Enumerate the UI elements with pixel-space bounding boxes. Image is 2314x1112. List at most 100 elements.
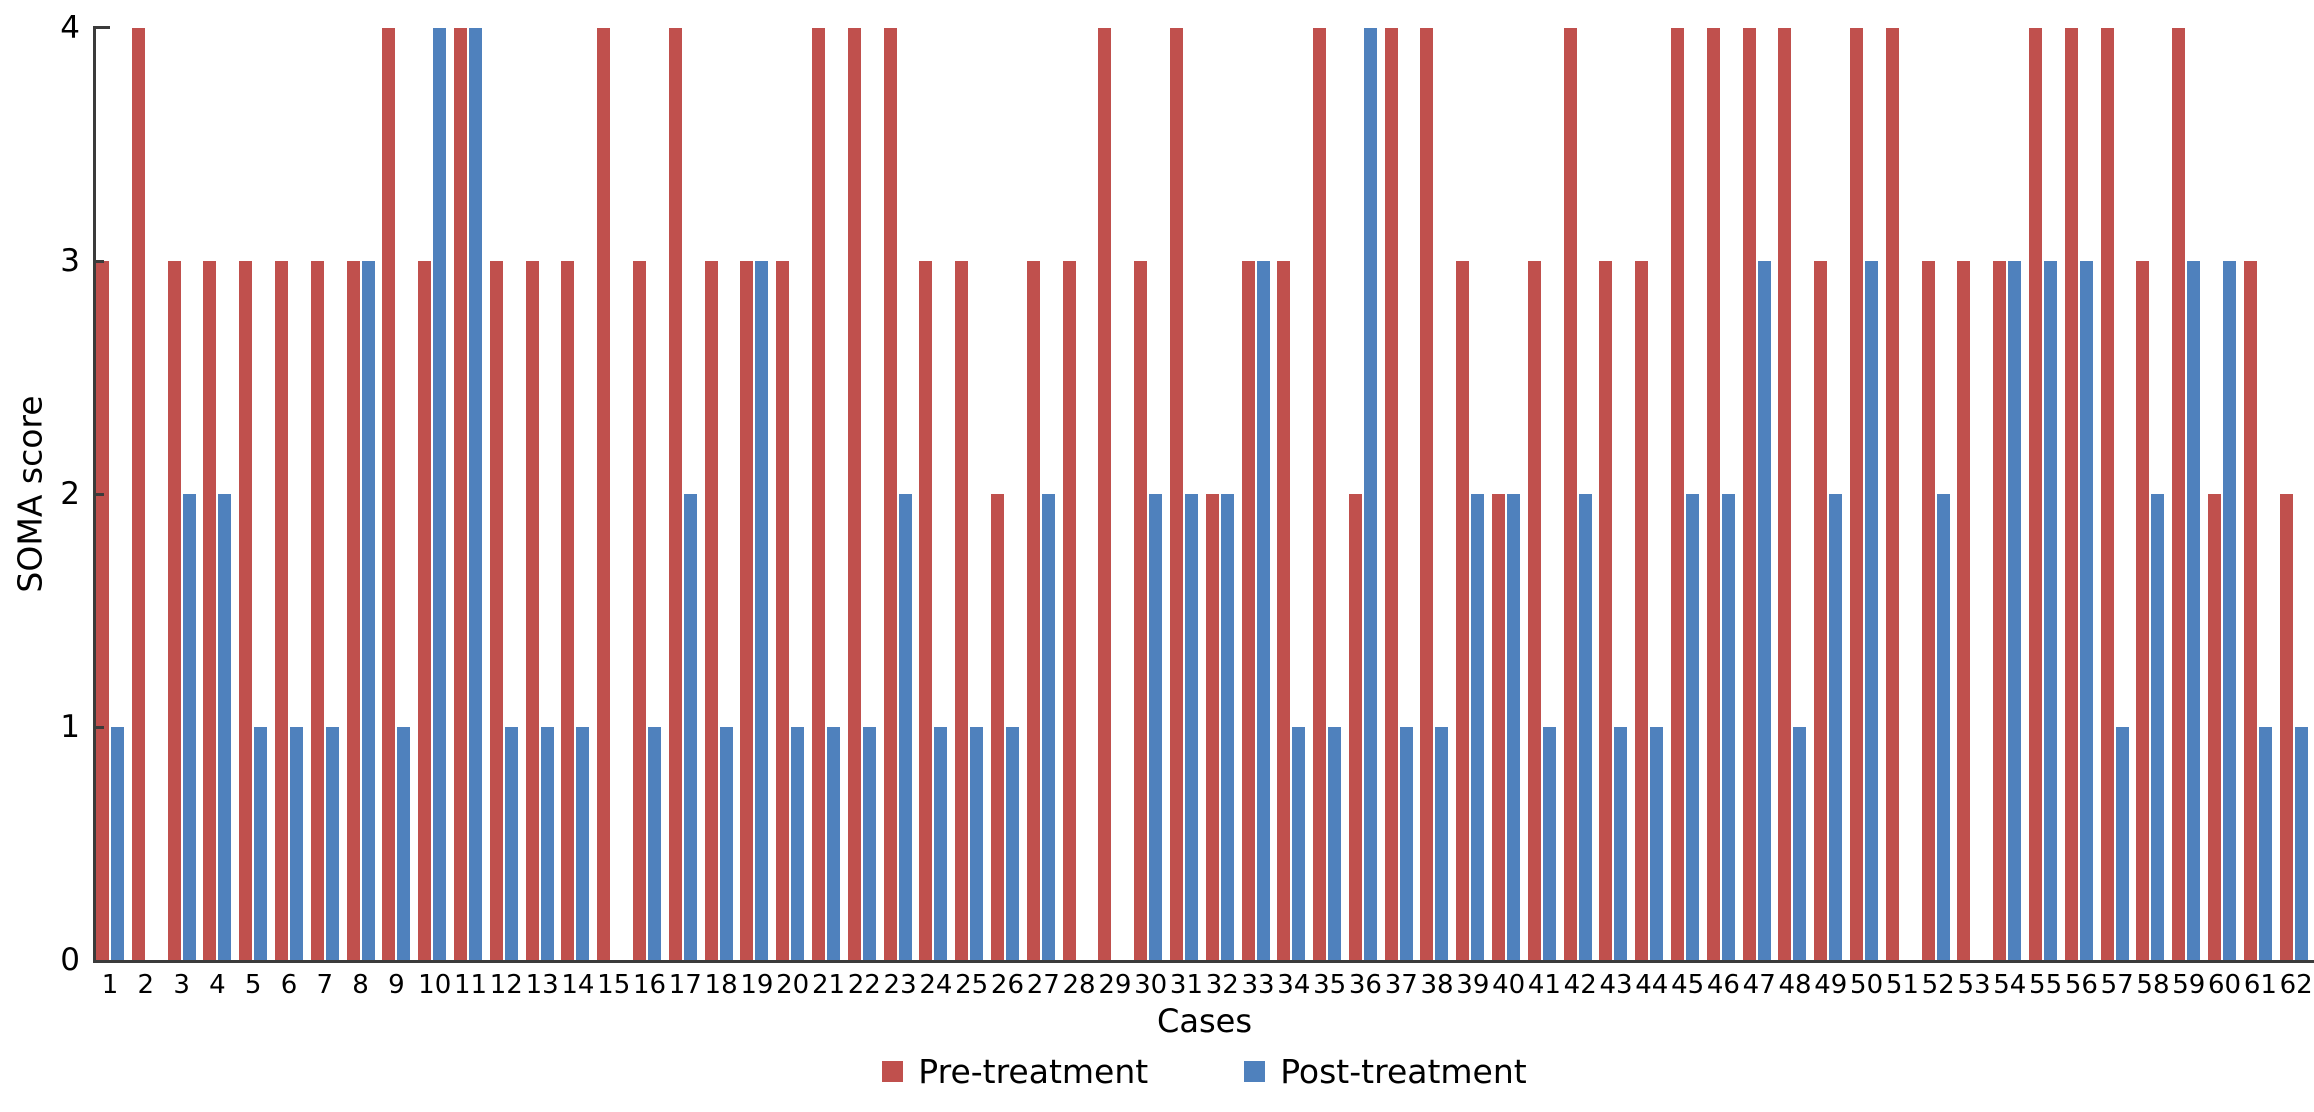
bar-pre-treatment bbox=[883, 28, 897, 960]
x-tick-slot: 5 bbox=[238, 970, 274, 1000]
bar-post-treatment bbox=[2079, 261, 2093, 960]
bar-post-treatment bbox=[1220, 494, 1234, 960]
bar-pre-treatment bbox=[2100, 28, 2114, 960]
x-tick-slot: 44 bbox=[1634, 970, 1670, 1000]
x-tick-slot: 7 bbox=[310, 970, 346, 1000]
bar-pre-treatment bbox=[1599, 261, 1613, 960]
case-group bbox=[2100, 28, 2136, 960]
bar-pre-treatment bbox=[96, 261, 109, 960]
bar-pre-treatment bbox=[1384, 28, 1398, 960]
bar-post-treatment bbox=[254, 727, 268, 960]
x-tick-label: 6 bbox=[280, 970, 298, 1000]
case-group bbox=[1133, 28, 1169, 960]
x-tick-label: 59 bbox=[2172, 970, 2206, 1000]
case-group bbox=[167, 28, 203, 960]
x-tick-slot: 46 bbox=[1706, 970, 1742, 1000]
bar-pre-treatment bbox=[1134, 261, 1148, 960]
bar-pre-treatment bbox=[310, 261, 324, 960]
case-group bbox=[1706, 28, 1742, 960]
x-tick-label: 60 bbox=[2208, 970, 2242, 1000]
bar-pre-treatment bbox=[2279, 494, 2293, 960]
bar-pre-treatment bbox=[1885, 28, 1899, 960]
x-tick-slot: 10 bbox=[417, 970, 453, 1000]
case-group bbox=[131, 28, 167, 960]
bar-post-treatment bbox=[1399, 727, 1413, 960]
x-tick-slot: 36 bbox=[1348, 970, 1384, 1000]
x-tick-slot: 15 bbox=[596, 970, 632, 1000]
x-tick-label: 9 bbox=[388, 970, 405, 1000]
x-tick-label: 42 bbox=[1563, 970, 1597, 1000]
bar-post-treatment bbox=[647, 727, 661, 960]
x-tick-label: 55 bbox=[2029, 970, 2063, 1000]
x-tick-slot: 24 bbox=[918, 970, 954, 1000]
legend-label-post-treatment: Post-treatment bbox=[1280, 1052, 1527, 1091]
bar-pre-treatment bbox=[1313, 28, 1327, 960]
x-tick-label: 21 bbox=[811, 970, 846, 1000]
case-group bbox=[918, 28, 954, 960]
bar-post-treatment bbox=[1936, 494, 1950, 960]
y-tick-mark bbox=[95, 493, 104, 496]
bar-pre-treatment bbox=[131, 28, 145, 960]
case-group bbox=[954, 28, 990, 960]
bar-post-treatment bbox=[111, 727, 124, 960]
x-tick-slot: 53 bbox=[1956, 970, 1992, 1000]
x-tick-slot: 55 bbox=[2028, 970, 2064, 1000]
x-tick-label: 31 bbox=[1169, 970, 1203, 1000]
x-axis-line bbox=[93, 960, 2314, 963]
case-group bbox=[1276, 28, 1312, 960]
bar-post-treatment bbox=[1292, 727, 1306, 960]
bar-pre-treatment bbox=[919, 261, 933, 960]
case-group bbox=[525, 28, 561, 960]
x-tick-label: 18 bbox=[704, 970, 738, 1000]
case-group bbox=[1491, 28, 1527, 960]
y-tick-label: 0 bbox=[60, 942, 80, 978]
bar-post-treatment bbox=[2294, 727, 2308, 960]
case-group bbox=[2207, 28, 2243, 960]
x-tick-slot: 38 bbox=[1419, 970, 1455, 1000]
x-tick-label: 24 bbox=[919, 970, 953, 1000]
case-group bbox=[381, 28, 417, 960]
bar-post-treatment bbox=[1005, 727, 1019, 960]
x-tick-label: 50 bbox=[1850, 970, 1884, 1000]
x-tick-label: 3 bbox=[173, 970, 190, 1000]
bar-pre-treatment bbox=[1492, 494, 1506, 960]
x-tick-label: 32 bbox=[1205, 970, 1239, 1000]
x-tick-label: 13 bbox=[525, 970, 559, 1000]
bar-post-treatment bbox=[289, 727, 303, 960]
x-tick-label: 45 bbox=[1671, 970, 1705, 1000]
bar-post-treatment bbox=[2223, 261, 2237, 960]
case-group bbox=[632, 28, 668, 960]
case-group bbox=[489, 28, 525, 960]
case-group bbox=[95, 28, 131, 960]
case-group bbox=[883, 28, 919, 960]
case-group bbox=[1384, 28, 1420, 960]
x-tick-label: 8 bbox=[352, 970, 369, 1000]
x-tick-label: 48 bbox=[1778, 970, 1812, 1000]
bar-post-treatment bbox=[970, 727, 984, 960]
x-tick-slot: 51 bbox=[1885, 970, 1921, 1000]
bar-post-treatment bbox=[1542, 727, 1556, 960]
bar-post-treatment bbox=[2115, 727, 2129, 960]
x-tick-slot: 26 bbox=[990, 970, 1026, 1000]
x-tick-label: 54 bbox=[1993, 970, 2027, 1000]
x-tick-slot: 17 bbox=[668, 970, 704, 1000]
bar-pre-treatment bbox=[847, 28, 861, 960]
case-group bbox=[811, 28, 847, 960]
case-group bbox=[2171, 28, 2207, 960]
x-tick-slot: 12 bbox=[489, 970, 525, 1000]
bar-post-treatment bbox=[468, 28, 482, 960]
case-group bbox=[346, 28, 382, 960]
x-tick-slot: 14 bbox=[560, 970, 596, 1000]
case-group bbox=[274, 28, 310, 960]
case-group bbox=[1419, 28, 1455, 960]
bar-post-treatment bbox=[361, 261, 375, 960]
bar-pre-treatment bbox=[1778, 28, 1792, 960]
x-tick-label: 37 bbox=[1384, 970, 1418, 1000]
x-tick-slot: 27 bbox=[1026, 970, 1062, 1000]
x-tick-label: 27 bbox=[1026, 970, 1060, 1000]
x-tick-label: 14 bbox=[561, 970, 595, 1000]
x-tick-slot: 37 bbox=[1384, 970, 1420, 1000]
case-group bbox=[2279, 28, 2314, 960]
x-tick-slot: 8 bbox=[346, 970, 382, 1000]
